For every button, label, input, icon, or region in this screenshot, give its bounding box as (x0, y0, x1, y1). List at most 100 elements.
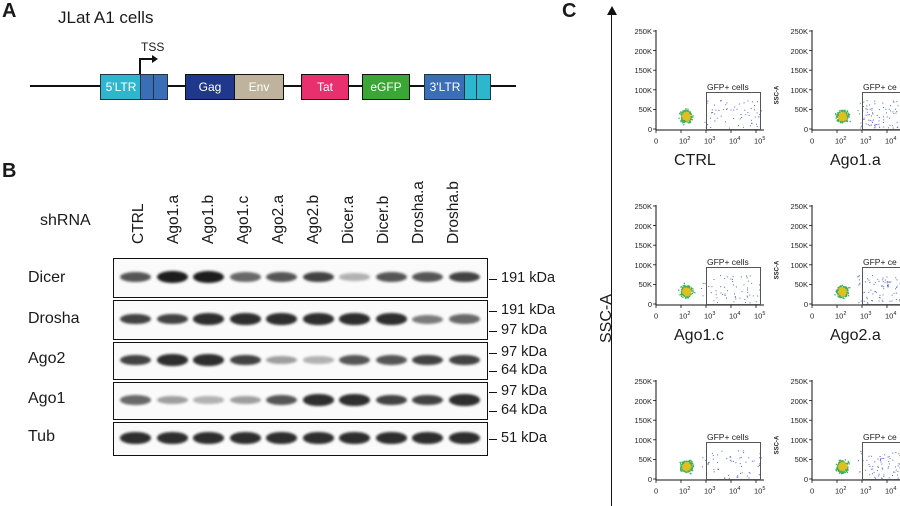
x-tick-base: 10 (704, 136, 713, 146)
y-tick: 200K (790, 46, 808, 56)
panel-label-c: C (562, 0, 577, 22)
x-tick: 0 (654, 486, 658, 496)
y-tick: 200K (634, 46, 652, 56)
x-tick-exponent: 2 (843, 486, 847, 492)
kda-tick (489, 392, 497, 394)
x-tick: 102 (679, 311, 690, 321)
x-tick-base: 0 (810, 136, 815, 146)
blot-band (412, 271, 443, 283)
y-tick: 50K (794, 280, 808, 290)
y-tick: 50K (638, 280, 652, 290)
lane-label: Ago1.b (200, 194, 217, 244)
blot-band (302, 394, 334, 406)
y-tick: 150K (634, 416, 652, 426)
lane-label: Ago2.a (270, 194, 287, 244)
x-tick-base: 10 (704, 311, 713, 321)
x-tick-base: 0 (654, 311, 659, 321)
event-cloud (679, 450, 762, 479)
event-cloud (678, 100, 762, 129)
gfp-gate (706, 92, 761, 130)
blot-band (193, 313, 224, 325)
plot-ssc-label: SSC-A (774, 85, 781, 105)
x-tick-base: 10 (860, 311, 869, 321)
x-tick: 102 (679, 136, 690, 146)
flow-scatter (809, 205, 900, 308)
kda-tick (489, 411, 497, 413)
panel-a-title: JLat A1 cells (58, 8, 154, 27)
x-tick-base: 10 (754, 136, 763, 146)
x-tick: 105 (754, 311, 765, 321)
x-tick-base: 10 (679, 136, 688, 146)
x-tick-exponent: 2 (687, 486, 691, 492)
blot-band (193, 271, 224, 283)
x-tick-exponent: 3 (712, 311, 716, 317)
blot-band (448, 271, 480, 283)
flow-plot-title: Ago1.c (674, 327, 724, 344)
x-tick-base: 10 (860, 136, 869, 146)
blot-band (229, 272, 261, 282)
x-tick: 103 (704, 311, 715, 321)
blot-membrane (113, 382, 488, 420)
blot-band (193, 396, 224, 404)
kda-marker: 97 kDa (501, 383, 547, 399)
kda-tick (489, 331, 497, 333)
y-tick: 0 (647, 300, 652, 309)
blot-band (302, 313, 334, 325)
y-tick: 200K (790, 221, 808, 231)
blot-band (156, 432, 188, 444)
blot-band (229, 313, 261, 325)
blot-band (412, 432, 443, 444)
y-tick: 0 (647, 475, 652, 484)
x-tick-exponent: 4 (737, 486, 741, 492)
kda-marker: 191 kDa (501, 302, 556, 318)
x-tick: 0 (654, 136, 658, 146)
blot-band (229, 396, 261, 404)
lane-label: Ago2.b (305, 194, 322, 244)
flow-scatter (653, 30, 764, 133)
blot-band (375, 313, 407, 325)
event-cloud (678, 275, 761, 304)
x-tick-base: 10 (860, 486, 869, 496)
flow-plot-title: Ago2.a (830, 327, 881, 344)
kda-marker: 97 kDa (501, 322, 547, 338)
x-tick-base: 10 (835, 486, 844, 496)
x-tick: 104 (729, 136, 740, 146)
x-tick: 103 (704, 486, 715, 496)
x-tick-base: 0 (810, 486, 815, 496)
kda-marker: 191 kDa (501, 270, 556, 286)
gfp-gate-label: GFP+ cells (707, 82, 749, 92)
y-tick: 150K (634, 241, 652, 251)
y-tick: 250K (790, 202, 808, 211)
y-tick: 100K (790, 260, 808, 270)
gene-5ltr: 5'LTR (100, 74, 142, 100)
y-tick: 150K (790, 416, 808, 426)
x-tick-base: 10 (729, 486, 738, 496)
y-tick: 100K (790, 85, 808, 95)
lane-label: Drosha.b (445, 181, 462, 244)
y-tick: 250K (634, 202, 652, 211)
gene-tat-label: Tat (316, 80, 333, 94)
event-cloud (834, 275, 900, 304)
x-tick: 0 (810, 311, 814, 321)
y-tick: 100K (790, 435, 808, 445)
blot-membrane (113, 300, 488, 340)
blot-band (156, 313, 188, 325)
gfp-gate-label: GFP+ ce (863, 82, 897, 92)
x-tick: 104 (885, 486, 896, 496)
gfp-gate-label: GFP+ cells (707, 257, 749, 267)
kda-marker: 64 kDa (501, 362, 547, 378)
x-tick-exponent: 2 (687, 136, 691, 142)
blot-band (412, 354, 443, 366)
x-tick-exponent: 5 (762, 311, 766, 317)
blot-band (448, 314, 480, 324)
kda-marker: 97 kDa (501, 344, 547, 360)
x-tick-exponent: 5 (762, 136, 766, 142)
y-tick: 0 (803, 475, 808, 484)
x-tick: 102 (679, 486, 690, 496)
blot-band (120, 432, 151, 444)
lane-label: Drosha.a (410, 181, 427, 244)
flow-scatter (809, 30, 900, 133)
blot-band (266, 313, 297, 325)
y-tick: 100K (634, 435, 652, 445)
event-cloud (835, 100, 899, 129)
